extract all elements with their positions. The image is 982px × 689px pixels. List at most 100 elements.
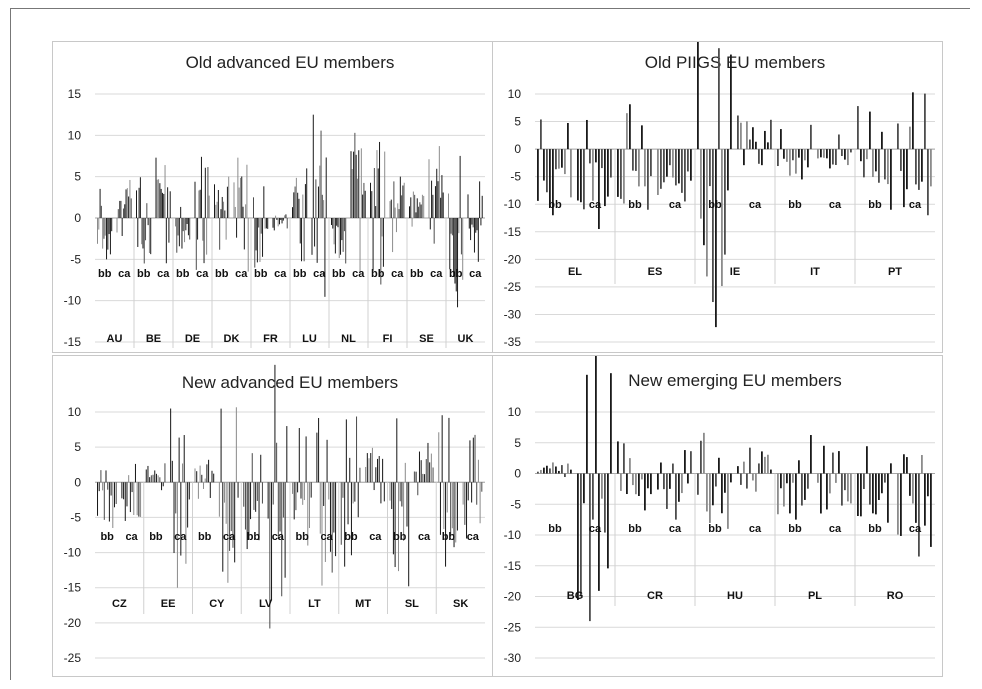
series-sublabel: bb [393,531,407,543]
bar [350,482,352,556]
series-sublabel: ca [223,531,236,543]
bar [687,149,689,172]
y-tick-label: 10 [508,87,522,101]
bar [213,473,215,483]
bar [746,121,748,150]
bar [256,218,258,263]
bar [341,218,343,241]
bar [458,218,460,234]
bar [389,201,391,218]
group-label: LT [308,598,321,610]
bar [354,482,356,502]
y-tick-label: -30 [504,651,522,665]
bar [316,218,318,263]
series-sublabel: bb [868,199,882,211]
bar [343,218,345,232]
bar [912,92,914,150]
series-sublabel: ca [909,199,922,211]
chart-new-emerging: New emerging EU members 10 5 0 -5 -10 -15 -20 -2… [504,356,935,665]
bar [331,482,333,573]
bar [182,463,184,483]
bar [391,482,393,510]
bar [414,194,416,218]
bar [264,218,266,229]
bar [610,149,612,178]
bar [419,202,421,218]
bar [472,437,474,483]
bar [780,129,782,150]
bar [469,440,471,483]
bar [119,200,121,218]
bar [241,176,243,218]
series-sublabel: bb [410,268,424,280]
bar [319,165,321,218]
bar [335,482,337,557]
bar [684,450,686,474]
bar [234,482,236,563]
bar [684,149,686,202]
bar [415,212,417,218]
bar [393,181,395,218]
bar [98,218,100,230]
bar [604,149,606,207]
bar [275,215,277,218]
bar [392,218,394,253]
bar [607,473,609,569]
bar [183,435,185,483]
bar [267,218,269,229]
bar [243,482,245,507]
series-sublabel: bb [788,199,802,211]
bar [832,452,834,474]
bar [102,218,104,249]
bar [310,482,312,498]
chart-title: New advanced EU members [182,373,398,392]
bar [229,482,231,551]
y-tick-label: -10 [504,528,522,542]
bar [395,218,397,233]
bar [438,146,440,218]
series-sublabel: bb [176,268,190,280]
series-sublabel: ca [352,268,365,280]
y-tick-label: 10 [68,405,82,419]
bar [175,218,176,227]
bar [477,459,479,483]
bar [150,218,152,255]
bar [125,189,127,218]
bar [721,473,723,514]
bar [399,482,401,502]
group-label: EE [161,598,176,610]
bar [364,190,366,218]
bar [362,194,364,218]
bar [384,151,386,218]
bar [258,482,260,541]
bar [148,218,150,253]
series-sublabel: bb [295,531,309,543]
series-sublabel: ca [313,268,326,280]
bar [921,455,923,474]
bar [415,471,417,483]
bar [543,467,545,474]
bar [126,188,128,218]
bar [353,151,355,218]
bar [857,473,859,517]
bar [98,482,100,492]
bar [344,482,346,567]
bar [329,482,331,552]
bar [829,149,831,169]
bar [121,482,123,499]
bar [644,149,646,187]
bar [100,470,102,483]
bar [857,106,859,150]
series-sublabel: ca [272,531,285,543]
bar [111,218,113,232]
series-sublabel: ca [589,523,602,535]
bar [300,482,302,499]
y-tick-label: -5 [510,497,521,511]
bar [421,194,423,218]
bar [629,458,631,474]
bar [145,218,147,241]
bar [881,473,883,494]
bar [176,482,178,588]
group-label: UK [458,333,474,345]
y-tick-label: -5 [70,252,81,266]
